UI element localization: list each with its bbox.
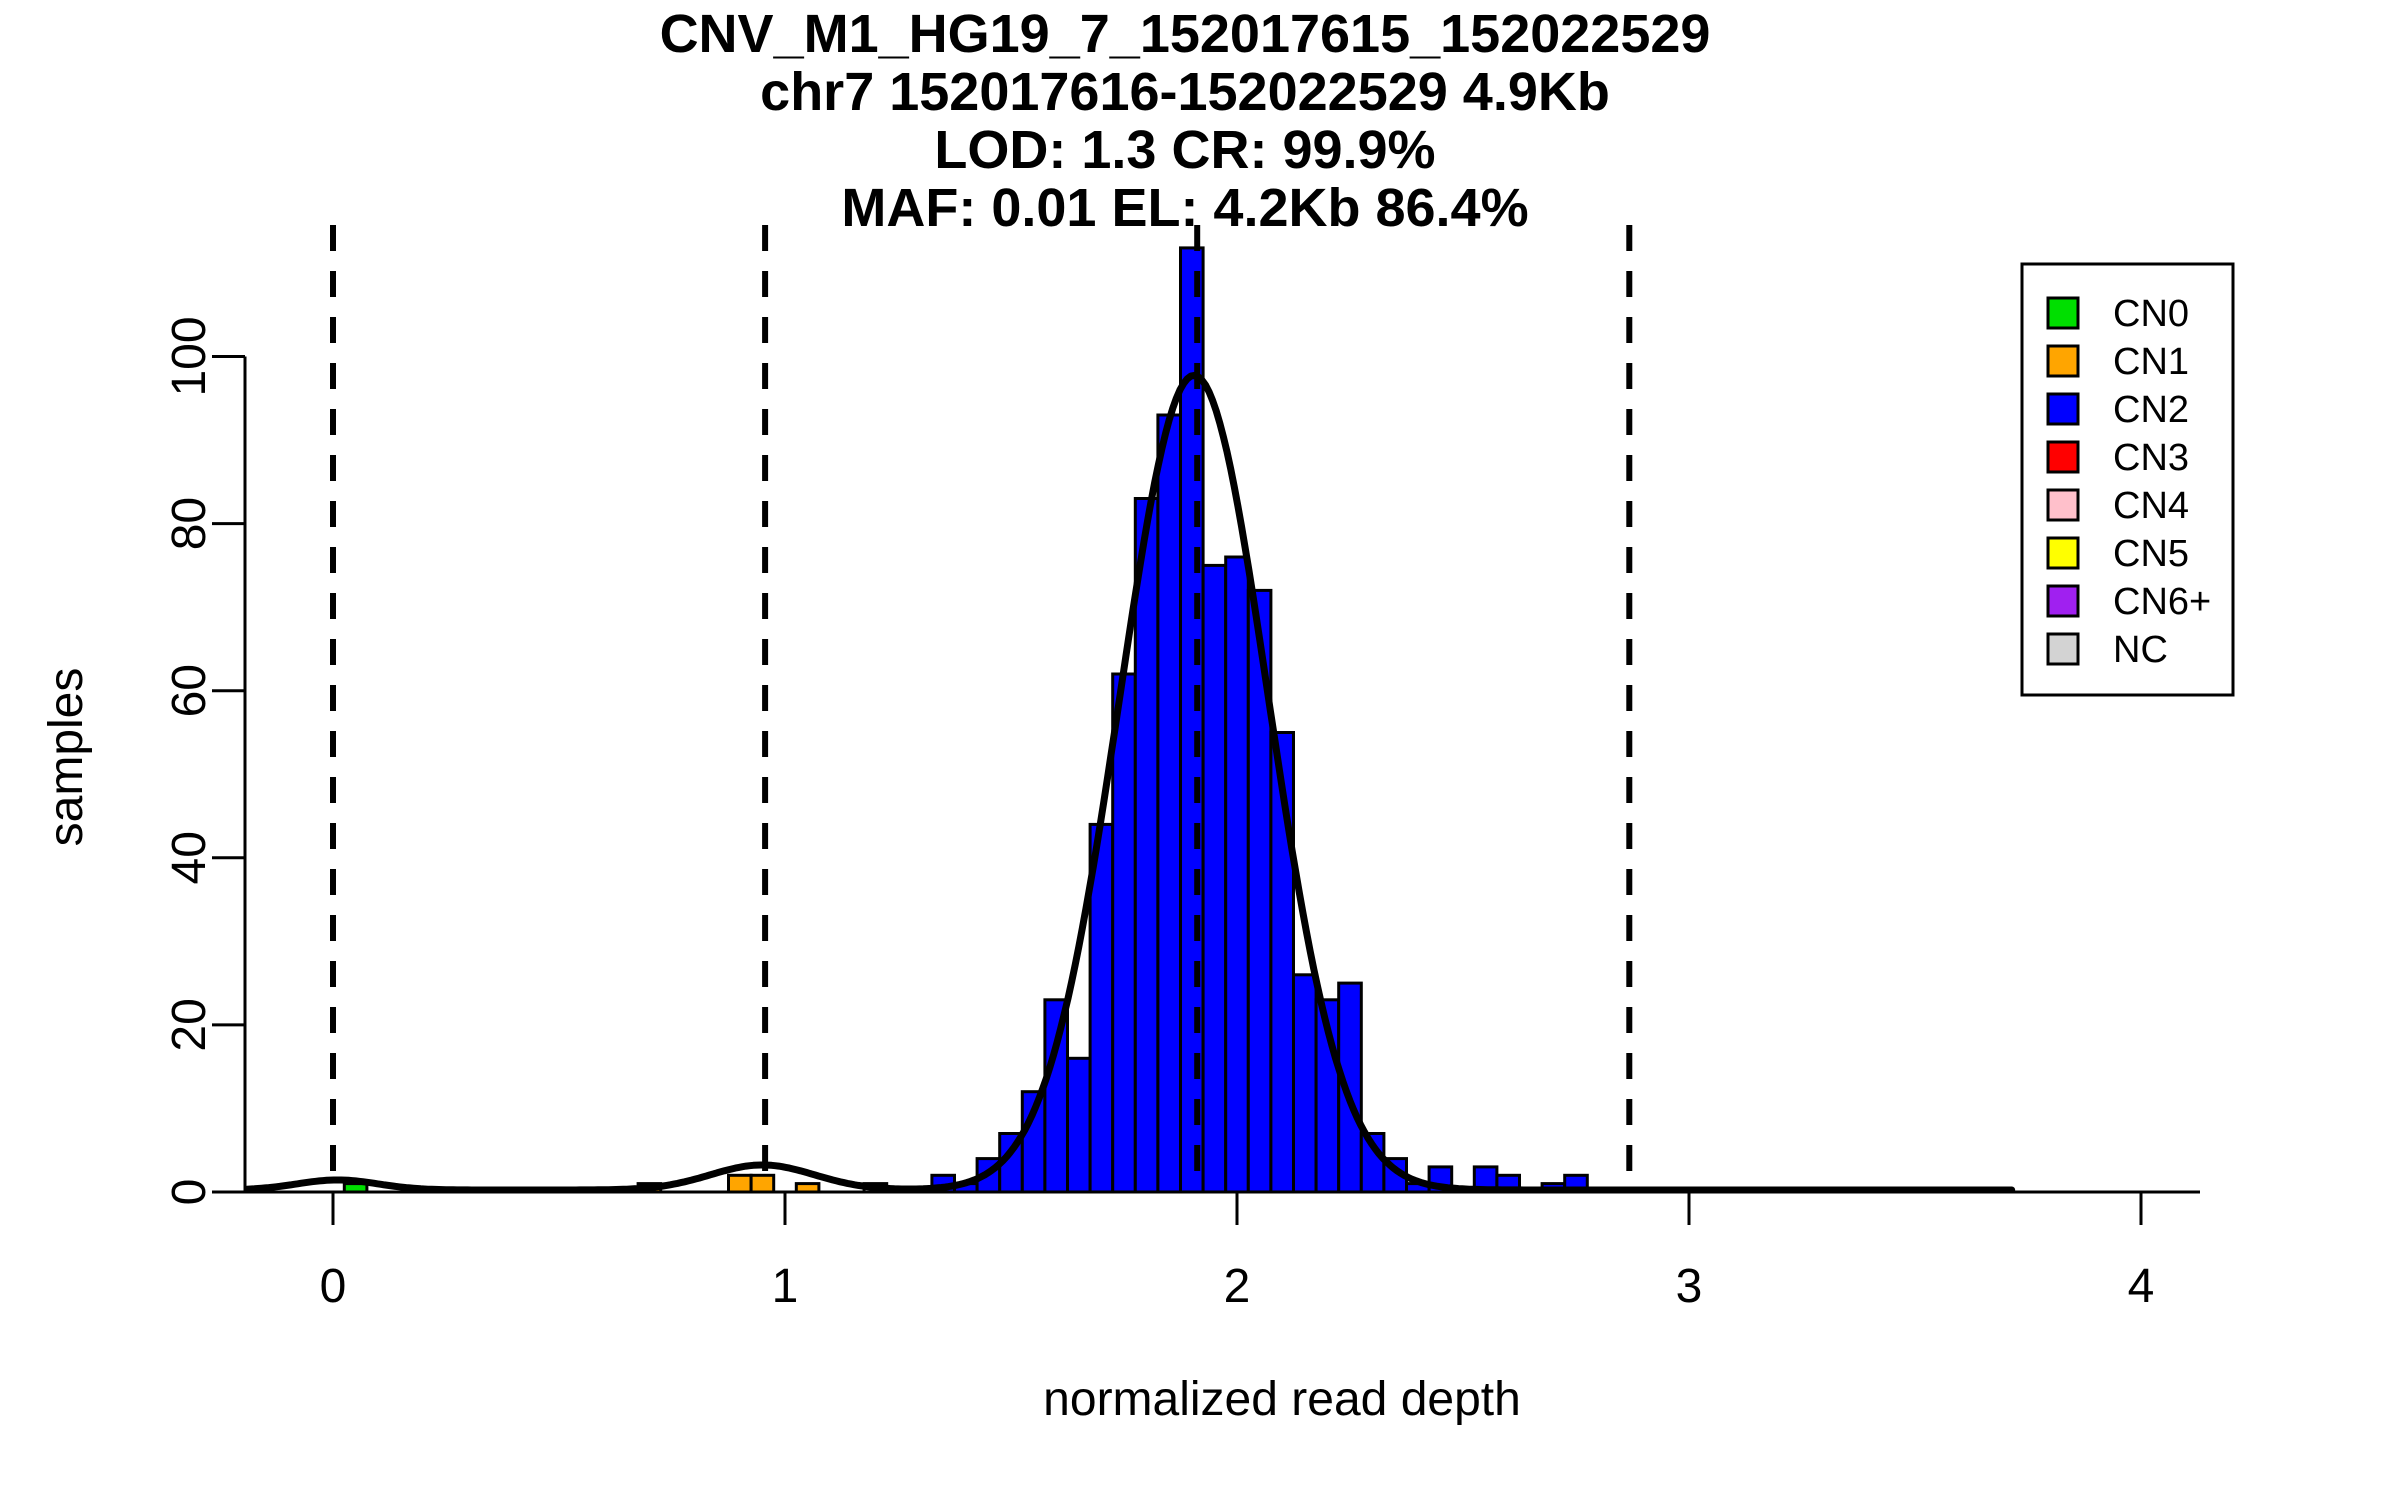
- x-axis-title: normalized read depth: [1043, 1373, 1521, 1426]
- legend-swatch-cn4: [2046, 488, 2080, 522]
- histogram-bar-cn1: [727, 1173, 753, 1194]
- histogram-bars: [342, 246, 1589, 1194]
- cn-boundary-dashed-lines: [330, 225, 1633, 1192]
- histogram-bar-cn2: [1133, 497, 1160, 1194]
- legend-label-nc: NC: [2113, 629, 2168, 671]
- histogram-bar-cn2: [1201, 563, 1228, 1194]
- x-tick-label: 1: [772, 1260, 799, 1313]
- histogram-bar-cn2: [1111, 672, 1137, 1194]
- histogram-bar-cn2: [1224, 555, 1250, 1194]
- legend-label-cn3: CN3: [2113, 437, 2189, 479]
- axes: [212, 355, 2200, 1225]
- histogram-bar-cn2: [1292, 973, 1318, 1194]
- title-line-3: LOD: 1.3 CR: 99.9%: [934, 120, 1435, 180]
- legend-label-cn4: CN4: [2113, 485, 2189, 527]
- histogram-bar-cn2: [1156, 413, 1183, 1194]
- title-line-4: MAF: 0.01 EL: 4.2Kb 86.4%: [841, 178, 1528, 238]
- x-tick-label: 0: [320, 1260, 347, 1313]
- legend-swatch-cn0: [2046, 296, 2080, 330]
- y-tick-label: 0: [163, 1179, 216, 1206]
- y-tick-label: 20: [163, 998, 216, 1051]
- y-tick-label: 80: [163, 497, 216, 550]
- density-curve: [243, 371, 2016, 1194]
- x-tick-label: 2: [1224, 1260, 1251, 1313]
- legend-label-cn5: CN5: [2113, 533, 2189, 575]
- y-tick-label: 60: [163, 664, 216, 717]
- histogram-bar-cn1: [749, 1173, 776, 1194]
- legend-label-cn2: CN2: [2113, 389, 2189, 431]
- y-axis-title: samples: [40, 668, 93, 847]
- legend-swatch-cn2: [2046, 392, 2080, 426]
- x-tick-label: 4: [2128, 1260, 2155, 1313]
- title-line-2: chr7 152017616-152022529 4.9Kb: [760, 62, 1610, 122]
- y-axis-tick-labels: 0 20 40 60 80 100: [163, 316, 216, 1205]
- legend: CN0 CN1 CN2 CN3 CN4 CN5 CN6+ NC: [2020, 262, 2235, 697]
- y-tick-label: 40: [163, 831, 216, 884]
- legend-swatch-cn3: [2046, 440, 2080, 474]
- legend-swatch-cn1: [2046, 344, 2080, 378]
- title-line-1: CNV_M1_HG19_7_152017615_152022529: [660, 4, 1711, 64]
- legend-label-cn6+: CN6+: [2113, 581, 2211, 623]
- x-tick-label: 3: [1676, 1260, 1703, 1313]
- legend-label-cn0: CN0: [2113, 293, 2189, 335]
- histogram-bar-cn2: [1066, 1056, 1092, 1194]
- legend-label-cn1: CN1: [2113, 341, 2189, 383]
- legend-swatch-nc: [2046, 632, 2080, 666]
- y-tick-label: 100: [163, 316, 216, 396]
- x-axis-tick-labels: 0 1 2 3 4: [320, 1260, 2155, 1313]
- legend-swatch-cn6+: [2046, 584, 2080, 618]
- legend-box: [2020, 262, 2235, 697]
- legend-swatch-cn5: [2046, 536, 2080, 570]
